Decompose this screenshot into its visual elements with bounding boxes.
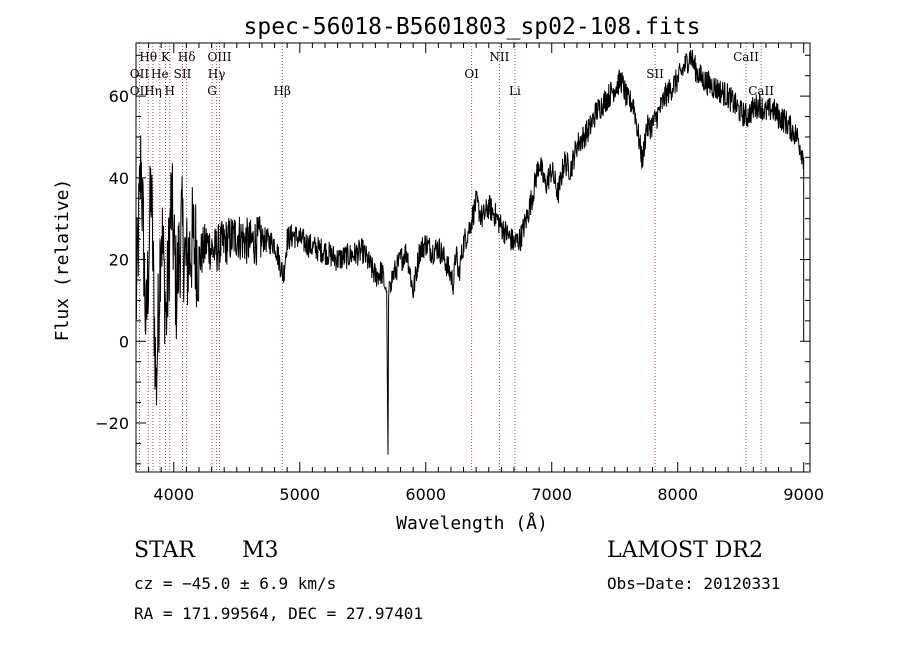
- line-label: Hη: [144, 84, 162, 98]
- obs-date-text: Obs−Date: 20120331: [607, 574, 781, 593]
- line-label: OI: [464, 67, 479, 81]
- line-label: K: [161, 50, 171, 64]
- line-label: Hθ: [139, 50, 157, 64]
- line-label: NII: [489, 50, 509, 64]
- x-tick-label: 6000: [405, 485, 446, 504]
- x-axis-label: Wavelength (Å): [396, 512, 548, 534]
- x-tick-label: 4000: [153, 485, 194, 504]
- y-axis-label: Flux (relative): [52, 179, 73, 342]
- y-tick-label: −20: [95, 414, 129, 433]
- line-label: OII: [130, 67, 150, 81]
- object-subclass: M3: [242, 538, 279, 563]
- spectrum-line: [135, 49, 805, 455]
- line-label: OII: [130, 84, 150, 98]
- line-label: CaII: [733, 50, 759, 64]
- y-axis: −20 0 20 40 60: [95, 54, 810, 465]
- x-tick-label: 8000: [657, 485, 698, 504]
- line-label: SII: [646, 67, 664, 81]
- line-label: Li: [509, 84, 521, 98]
- line-label: Hγ: [208, 67, 226, 81]
- x-axis: 4000 5000 6000 7000 8000 9000: [135, 43, 824, 504]
- line-label: SII: [174, 67, 192, 81]
- redshift-text: cz = −45.0 ± 6.9 km/s: [134, 574, 337, 593]
- y-tick-label: 0: [119, 332, 129, 351]
- coordinates-text: RA = 171.99564, DEC = 27.97401: [134, 604, 423, 623]
- plot-frame: [135, 42, 811, 473]
- line-label: Hβ: [274, 84, 291, 98]
- line-label: OIII: [207, 50, 231, 64]
- x-tick-label: 5000: [279, 485, 320, 504]
- x-tick-label: 9000: [783, 485, 824, 504]
- y-tick-label: 40: [109, 169, 129, 188]
- line-label: H: [165, 84, 175, 98]
- line-label: He: [151, 67, 169, 81]
- line-label: Hδ: [178, 50, 196, 64]
- line-label: G: [207, 84, 217, 98]
- y-tick-label: 60: [109, 87, 129, 106]
- object-class: STAR: [134, 538, 195, 563]
- line-label: CaII: [748, 84, 774, 98]
- survey-name: LAMOST DR2: [607, 538, 763, 563]
- chart-title: spec-56018-B5601803_sp02-108.fits: [244, 14, 701, 40]
- x-tick-label: 7000: [531, 485, 572, 504]
- y-tick-label: 20: [109, 251, 129, 270]
